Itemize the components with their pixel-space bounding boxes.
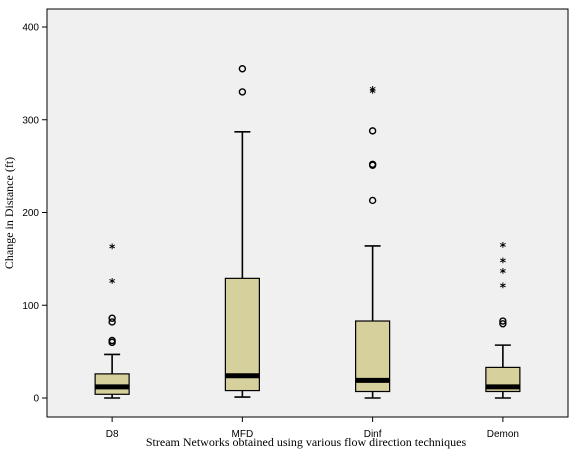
outlier-circle [238,88,247,96]
outlier-circle [238,65,247,73]
plot-area [46,8,569,418]
outlier-circle [368,196,377,205]
box-iqr [224,277,260,392]
outlier-star: * [500,281,507,295]
outlier-circle [108,314,116,322]
outlier-star: * [500,240,507,254]
y-tick-label: 400 [22,23,39,34]
y-axis-title: Change in Distance (ft) [2,157,16,269]
outlier-circle [108,318,116,326]
x-tick-label: Dinf [364,429,382,440]
box-iqr [94,373,130,395]
y-tick-label: 300 [22,115,39,126]
outlier-star: * [500,266,507,280]
y-tick-label: 0 [33,394,39,405]
outlier-circle [368,160,377,168]
outlier-star: * [369,84,376,98]
outlier-star: * [500,256,507,270]
y-tick-label: 200 [22,208,39,219]
outlier-star: * [109,242,116,256]
outlier-circle [499,320,507,328]
x-axis-title: Stream Networks obtained using various f… [146,435,467,449]
y-tick-label: 100 [22,301,39,312]
x-tick-label: D8 [106,429,119,440]
x-tick-label: MFD [232,429,254,440]
outlier-star: * [369,86,376,100]
outlier-circle [499,317,507,325]
outlier-circle [108,336,116,345]
outlier-star: * [109,276,116,290]
outlier-circle [368,127,377,135]
x-tick-label: Demon [487,429,519,440]
